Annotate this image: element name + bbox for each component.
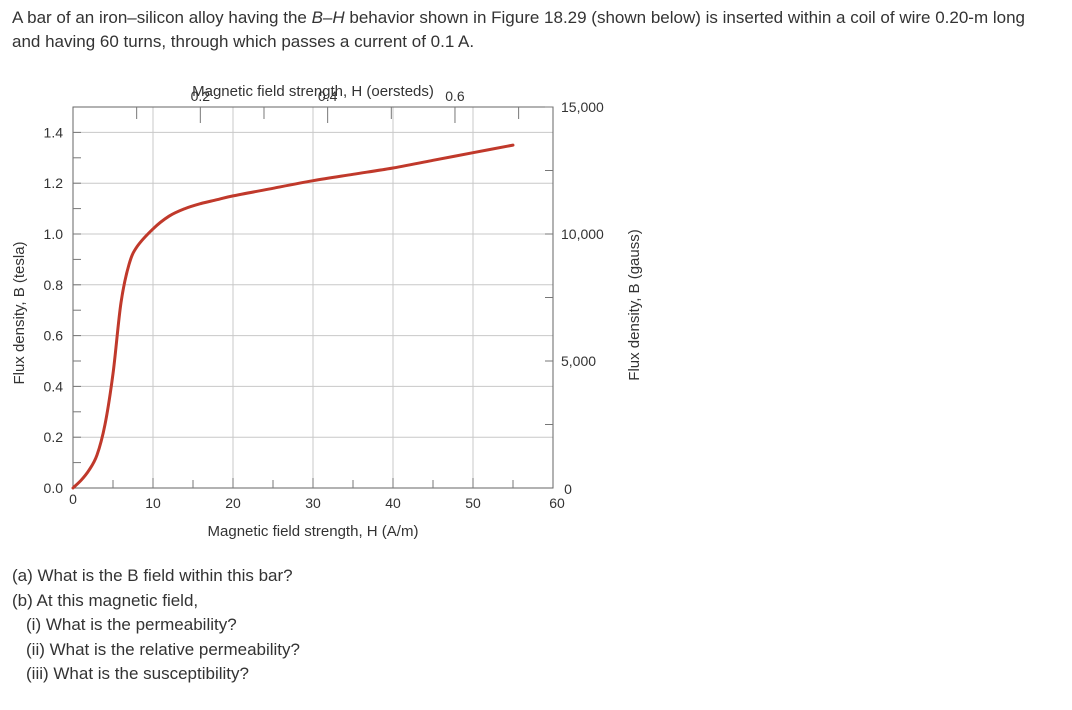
x-tick-label: 60: [549, 495, 565, 511]
x-tick-label: 50: [465, 495, 481, 511]
question-a: (a) What is the B field within this bar?: [12, 566, 293, 585]
y-tick-label: 0.6: [44, 328, 64, 344]
questions: (a) What is the B field within this bar?…: [12, 564, 300, 687]
question-b-iii: (iii) What is the susceptibility?: [26, 664, 249, 683]
bh-curve: [71, 143, 515, 490]
y-axis-title: Flux density, B (tesla): [11, 241, 28, 384]
y-tick-label: 0.4: [44, 378, 64, 394]
bh-label: B–H: [311, 8, 345, 27]
y-tick-label: 1.4: [44, 124, 64, 140]
top-tick-label: 0.6: [445, 88, 465, 104]
x-tick-label: 10: [145, 495, 161, 511]
x-axis-title: Magnetic field strength, H (A/m): [208, 523, 419, 540]
right-zero-label: 0: [564, 481, 572, 497]
ticks-layer: 0 10 20 30 40 50 60 0.0 0.2 0.4 0.6 0.8 1.0 1.2 1.4 0.2…: [44, 88, 605, 511]
y-tick-label: 1.2: [44, 175, 64, 191]
question-b: (b) At this magnetic field,: [12, 590, 199, 610]
top-tick-label: 0.2: [191, 88, 211, 104]
x-tick-label: 20: [225, 495, 241, 511]
y-tick-label: 0.8: [44, 277, 64, 293]
question-b-i: (i) What is the permeability?: [26, 615, 237, 634]
problem-statement: A bar of an iron–silicon alloy having th…: [12, 6, 1052, 54]
right-tick-label: 5,000: [561, 353, 596, 369]
right-tick-label: 15,000: [561, 99, 604, 115]
problem-text-part1: A bar of an iron–silicon alloy having th…: [12, 8, 312, 27]
top-axis-title: Magnetic field strength, H (oersteds): [192, 83, 434, 100]
y-tick-label: 0.2: [44, 429, 64, 445]
y-tick-label: 1.0: [44, 226, 64, 242]
x-tick-label: 40: [385, 495, 401, 511]
top-tick-label: 0.4: [318, 88, 338, 104]
right-axis-title: Flux density, B (gauss): [626, 229, 643, 380]
x-tick-label: 0: [69, 491, 77, 507]
grid-layer: [73, 107, 553, 488]
bh-chart: 0 10 20 30 40 50 60 0.0 0.2 0.4 0.6 0.8 1.0 1.2 1.4 0.2…: [11, 83, 643, 540]
right-tick-label: 10,000: [561, 226, 604, 242]
problem-text-part2: behavior shown in Figure 18.29 (shown be…: [12, 8, 1025, 51]
x-tick-label: 30: [305, 495, 321, 511]
question-b-ii: (ii) What is the relative permeability?: [26, 639, 300, 659]
y-tick-label: 0.0: [44, 480, 64, 496]
